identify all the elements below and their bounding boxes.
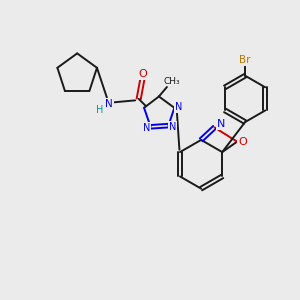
Text: N: N [169, 122, 176, 132]
Text: N: N [217, 119, 225, 129]
Text: N: N [143, 123, 150, 133]
Text: O: O [238, 137, 247, 147]
Text: N: N [105, 99, 113, 109]
Text: H: H [96, 106, 103, 116]
Text: O: O [138, 69, 147, 79]
Text: CH₃: CH₃ [164, 76, 180, 85]
Text: Br: Br [239, 55, 251, 65]
Text: N: N [175, 102, 182, 112]
